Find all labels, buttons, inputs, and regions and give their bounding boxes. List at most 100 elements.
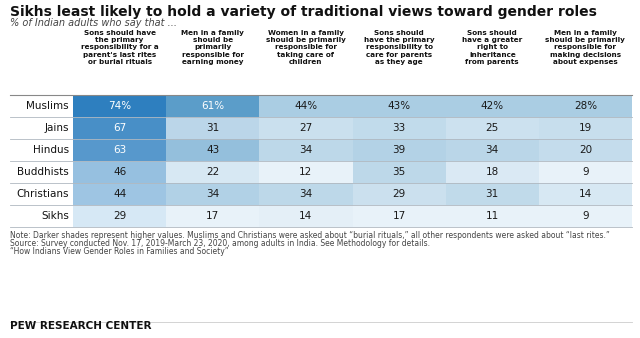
Text: 14: 14: [579, 189, 592, 199]
Bar: [353, 161, 445, 183]
Bar: [353, 183, 445, 205]
Bar: [539, 205, 632, 227]
Text: 29: 29: [392, 189, 406, 199]
Text: 28%: 28%: [574, 101, 597, 111]
Text: 34: 34: [206, 189, 220, 199]
Bar: [166, 183, 259, 205]
Text: 42%: 42%: [481, 101, 504, 111]
Bar: [539, 161, 632, 183]
Bar: [259, 161, 353, 183]
Text: 61%: 61%: [201, 101, 224, 111]
Bar: [73, 117, 166, 139]
Text: 11: 11: [486, 211, 499, 221]
Text: 29: 29: [113, 211, 126, 221]
Text: 34: 34: [300, 145, 312, 155]
Bar: [73, 183, 166, 205]
Bar: [10, 205, 73, 227]
Text: 17: 17: [392, 211, 406, 221]
Text: 33: 33: [392, 123, 406, 133]
Text: 12: 12: [300, 167, 312, 177]
Bar: [539, 95, 632, 117]
Bar: [10, 183, 73, 205]
Bar: [73, 139, 166, 161]
Text: 35: 35: [392, 167, 406, 177]
Bar: [166, 161, 259, 183]
Text: “How Indians View Gender Roles in Families and Society”: “How Indians View Gender Roles in Famili…: [10, 247, 228, 256]
Bar: [10, 161, 73, 183]
Bar: [445, 161, 539, 183]
Bar: [353, 139, 445, 161]
Text: Sons should
have a greater
right to
inheritance
from parents: Sons should have a greater right to inhe…: [462, 30, 522, 65]
Text: 27: 27: [300, 123, 312, 133]
Bar: [73, 27, 166, 95]
Bar: [166, 95, 259, 117]
Text: Christians: Christians: [17, 189, 69, 199]
Bar: [539, 117, 632, 139]
Text: 34: 34: [486, 145, 499, 155]
Bar: [539, 27, 632, 95]
Text: 43: 43: [206, 145, 220, 155]
Text: 18: 18: [486, 167, 499, 177]
Text: 9: 9: [582, 167, 589, 177]
Bar: [445, 139, 539, 161]
Text: % of Indian adults who say that ...: % of Indian adults who say that ...: [10, 18, 177, 28]
Bar: [10, 139, 73, 161]
Bar: [10, 27, 73, 95]
Bar: [10, 95, 73, 117]
Text: 44: 44: [113, 189, 126, 199]
Text: 31: 31: [486, 189, 499, 199]
Bar: [445, 95, 539, 117]
Text: 19: 19: [579, 123, 592, 133]
Bar: [353, 27, 445, 95]
Bar: [445, 205, 539, 227]
Text: Sikhs: Sikhs: [41, 211, 69, 221]
Bar: [353, 95, 445, 117]
Text: 63: 63: [113, 145, 126, 155]
Text: 17: 17: [206, 211, 220, 221]
Text: 20: 20: [579, 145, 592, 155]
Text: Sons should
have the primary
responsibility to
care for parents
as they age: Sons should have the primary responsibil…: [364, 30, 435, 65]
Bar: [73, 205, 166, 227]
Text: 22: 22: [206, 167, 220, 177]
Bar: [539, 139, 632, 161]
Text: Men in a family
should be primarily
responsible for
making decisions
about expen: Men in a family should be primarily resp…: [545, 30, 625, 65]
Text: 25: 25: [486, 123, 499, 133]
Bar: [166, 139, 259, 161]
Bar: [259, 205, 353, 227]
Text: Buddhists: Buddhists: [17, 167, 69, 177]
Bar: [259, 183, 353, 205]
Text: Hindus: Hindus: [33, 145, 69, 155]
Text: Sons should have
the primary
responsibility for a
parent's last rites
or burial : Sons should have the primary responsibil…: [81, 30, 159, 65]
Text: 46: 46: [113, 167, 126, 177]
Bar: [166, 205, 259, 227]
Text: Note: Darker shades represent higher values. Muslims and Christians were asked a: Note: Darker shades represent higher val…: [10, 231, 610, 240]
Bar: [259, 117, 353, 139]
Bar: [166, 27, 259, 95]
Text: 74%: 74%: [108, 101, 131, 111]
Text: 14: 14: [300, 211, 312, 221]
Text: 34: 34: [300, 189, 312, 199]
Bar: [445, 183, 539, 205]
Bar: [73, 161, 166, 183]
Bar: [259, 27, 353, 95]
Bar: [10, 117, 73, 139]
Text: Jains: Jains: [45, 123, 69, 133]
Bar: [353, 117, 445, 139]
Text: 39: 39: [392, 145, 406, 155]
Text: 44%: 44%: [294, 101, 317, 111]
Bar: [353, 205, 445, 227]
Bar: [259, 139, 353, 161]
Text: Men in a family
should be
primarily
responsible for
earning money: Men in a family should be primarily resp…: [181, 30, 244, 65]
Bar: [445, 27, 539, 95]
Text: 9: 9: [582, 211, 589, 221]
Bar: [73, 95, 166, 117]
Text: Sikhs least likely to hold a variety of traditional views toward gender roles: Sikhs least likely to hold a variety of …: [10, 5, 597, 19]
Bar: [259, 95, 353, 117]
Text: Source: Survey conducted Nov. 17, 2019-March 23, 2020, among adults in India. Se: Source: Survey conducted Nov. 17, 2019-M…: [10, 239, 430, 248]
Text: 67: 67: [113, 123, 126, 133]
Text: 43%: 43%: [388, 101, 411, 111]
Bar: [445, 117, 539, 139]
Bar: [539, 183, 632, 205]
Text: Women in a family
should be primarily
responsible for
taking care of
children: Women in a family should be primarily re…: [266, 30, 346, 65]
Text: PEW RESEARCH CENTER: PEW RESEARCH CENTER: [10, 321, 152, 331]
